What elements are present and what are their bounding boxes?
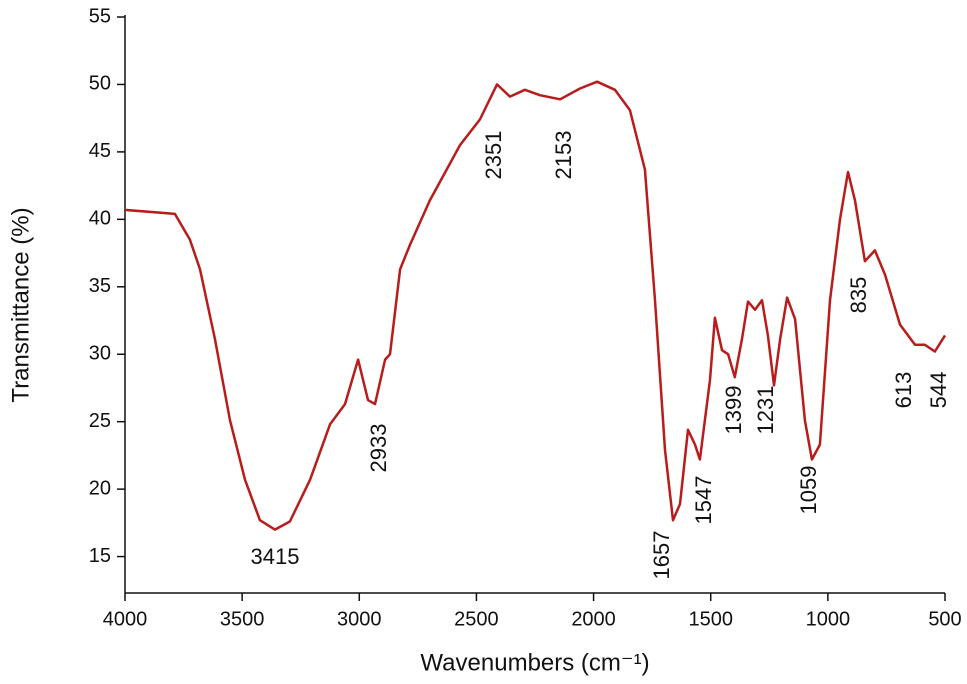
x-tick-label: 1000: [806, 608, 851, 630]
peak-label: 835: [846, 277, 871, 314]
peak-label: 2933: [366, 424, 391, 473]
peak-label: 1231: [753, 386, 778, 435]
x-tick-label: 500: [928, 608, 961, 630]
x-tick-label: 3000: [337, 608, 382, 630]
y-tick-label: 55: [89, 5, 111, 27]
x-tick-label: 2500: [454, 608, 499, 630]
y-tick-label: 50: [89, 73, 111, 95]
x-tick-label: 4000: [103, 608, 148, 630]
spectrum-line: [124, 80, 947, 531]
peak-label: 544: [926, 372, 951, 409]
y-tick-label: 15: [89, 545, 111, 567]
x-tick-label: 3500: [220, 608, 265, 630]
x-tick-label: 1500: [688, 608, 733, 630]
peak-label: 2153: [551, 131, 576, 180]
peak-label: 1059: [796, 466, 821, 515]
x-tick-label: 2000: [571, 608, 616, 630]
y-tick-label: 30: [89, 343, 111, 365]
peak-label: 1547: [691, 476, 716, 525]
y-tick-label: 25: [89, 410, 111, 432]
y-tick-label: 20: [89, 477, 111, 499]
peak-label: 1657: [649, 531, 674, 580]
y-tick-label: 40: [89, 208, 111, 230]
x-axis-label: Wavenumbers (cm⁻¹): [420, 649, 649, 676]
peak-label: 1399: [721, 386, 746, 435]
y-axis-label: Transmittance (%): [7, 207, 34, 402]
y-tick-label: 45: [89, 140, 111, 162]
peak-label: 3415: [251, 544, 300, 569]
y-tick-label: 35: [89, 275, 111, 297]
peak-label: 613: [891, 372, 916, 409]
peak-label: 2351: [481, 131, 506, 180]
